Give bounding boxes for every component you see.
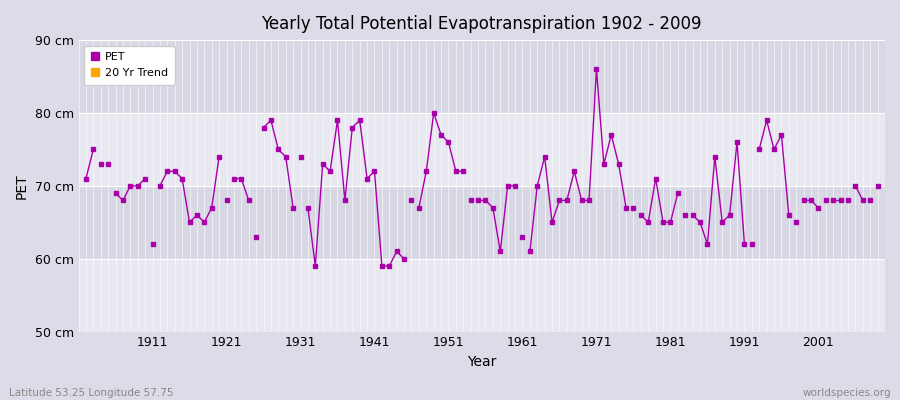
Bar (78, 113, 885, 186)
Y-axis label: PET: PET (15, 173, 29, 199)
Title: Yearly Total Potential Evapotranspiration 1902 - 2009: Yearly Total Potential Evapotranspiratio… (262, 15, 702, 33)
X-axis label: Year: Year (467, 355, 497, 369)
Legend: PET, 20 Yr Trend: PET, 20 Yr Trend (84, 46, 175, 84)
Bar (78, 40, 885, 113)
Bar (78, 259, 885, 332)
Text: worldspecies.org: worldspecies.org (803, 388, 891, 398)
Bar (78, 186, 885, 259)
Text: Latitude 53.25 Longitude 57.75: Latitude 53.25 Longitude 57.75 (9, 388, 174, 398)
